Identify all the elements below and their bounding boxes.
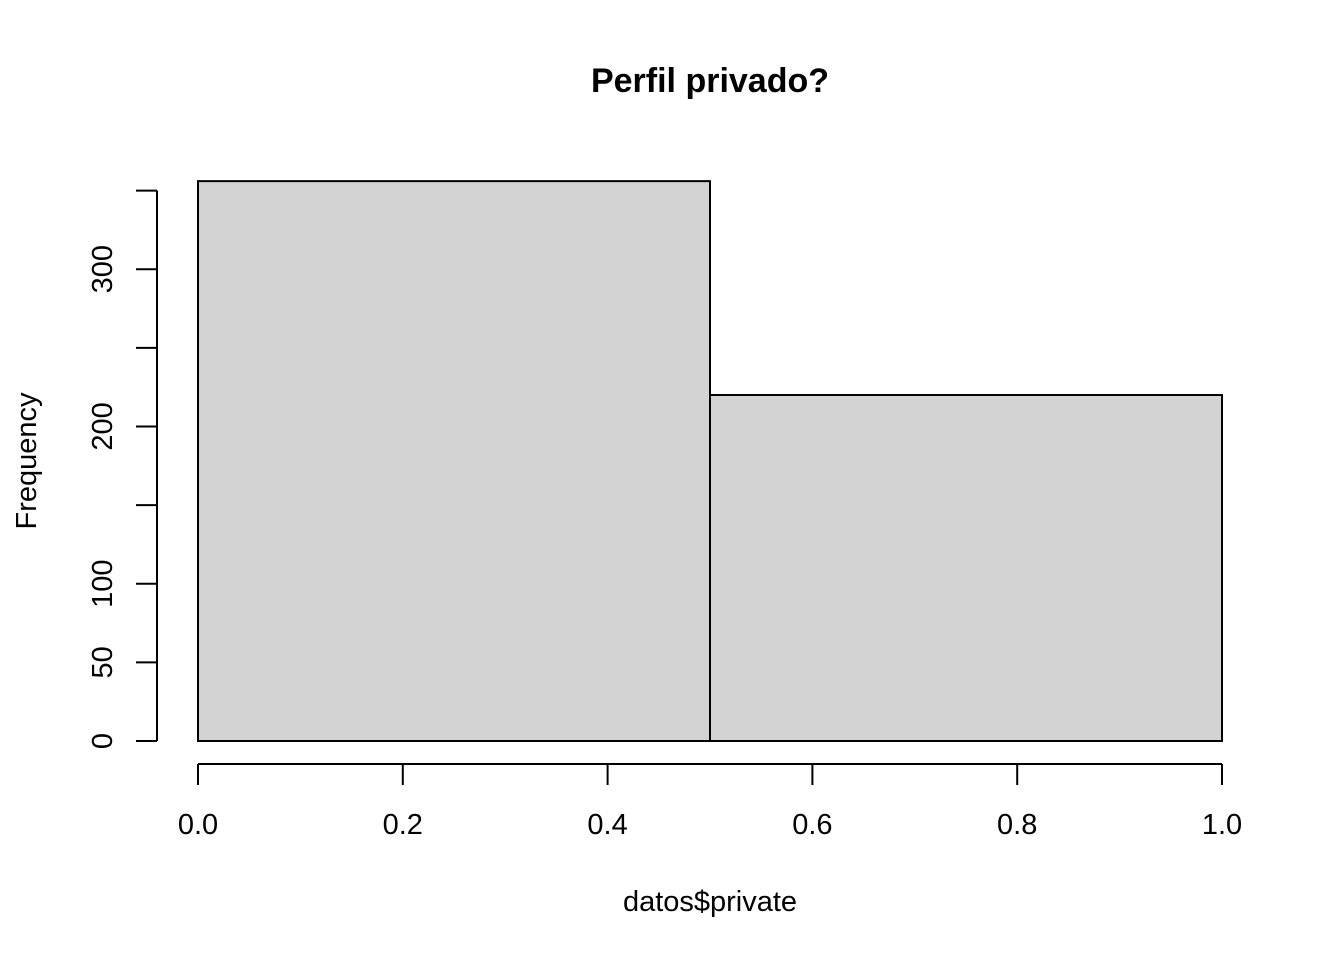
x-tick-label-0: 0.0 — [178, 809, 218, 841]
histogram-bar-1 — [709, 394, 1223, 742]
y-axis: 0 50 100 200 300 — [87, 189, 158, 749]
x-tick-label-4: 0.8 — [997, 809, 1037, 841]
y-tick-label-50: 50 — [87, 646, 119, 678]
y-tick-label-300: 300 — [87, 245, 119, 293]
bars-group — [197, 180, 1223, 742]
y-tick-label-200: 200 — [87, 402, 119, 450]
x-tick-label-5: 1.0 — [1202, 809, 1242, 841]
x-axis: 0.0 0.2 0.4 0.6 0.8 1.0 — [178, 763, 1242, 841]
y-tick-label-100: 100 — [87, 560, 119, 608]
x-tick-label-2: 0.4 — [587, 809, 627, 841]
y-tick-label-0: 0 — [87, 733, 119, 749]
x-axis-label: datos$private — [623, 886, 797, 918]
y-axis-label: Frequency — [11, 392, 43, 530]
x-tick-label-1: 0.2 — [383, 809, 423, 841]
x-tick-label-3: 0.6 — [792, 809, 832, 841]
histogram-bar-0 — [197, 180, 711, 742]
chart-title: Perfil privado? — [591, 62, 829, 100]
